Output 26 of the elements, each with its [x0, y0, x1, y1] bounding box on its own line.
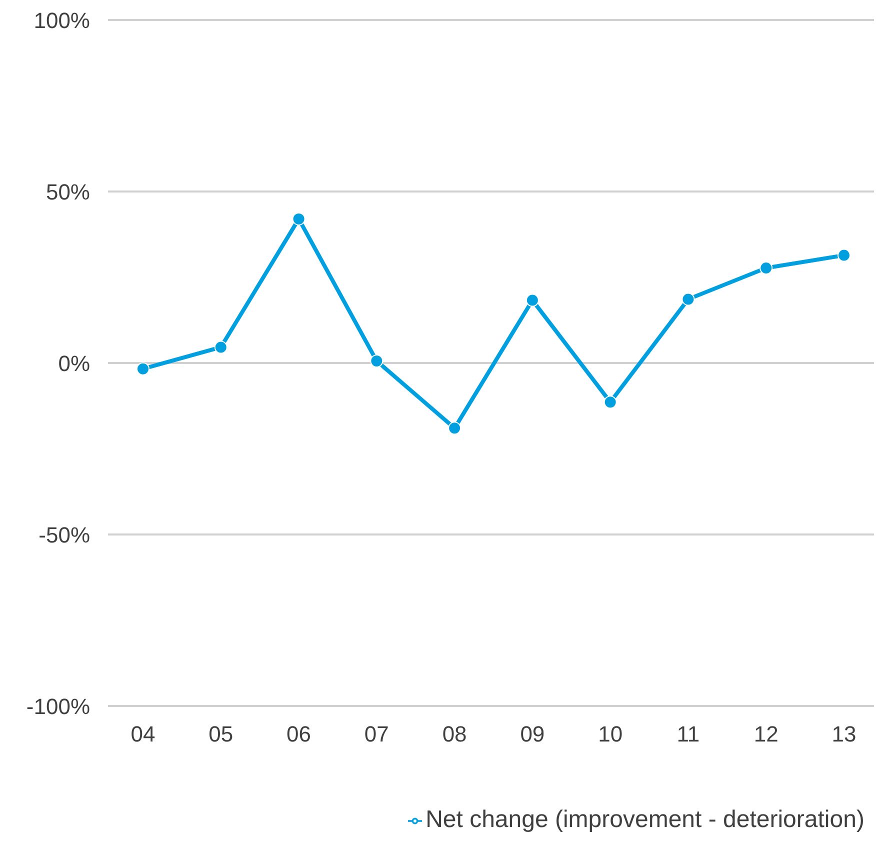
- point: [682, 292, 695, 306]
- legend-label: Net change (improvement - deterioration): [426, 806, 864, 833]
- y-tick-label: 0%: [58, 350, 90, 376]
- point: [526, 294, 539, 307]
- y-tick-label: 100%: [34, 8, 90, 33]
- x-tick-label: 10: [598, 722, 623, 747]
- x-tick-label: 07: [364, 722, 389, 747]
- point: [838, 248, 850, 262]
- point: [760, 261, 773, 274]
- point: [370, 354, 384, 368]
- point: [604, 396, 617, 409]
- x-tick-label: 13: [832, 722, 856, 747]
- x-tick-label: 06: [286, 722, 312, 747]
- point: [214, 340, 228, 354]
- point: [136, 362, 150, 376]
- x-tick-label: 08: [442, 722, 467, 747]
- point: [448, 422, 462, 435]
- y-tick-label: -50%: [38, 522, 90, 548]
- y-tick-label: 50%: [46, 179, 90, 204]
- x-tick-label: 05: [208, 722, 234, 747]
- x-tick-label: 12: [754, 722, 778, 747]
- y-tick-label: -100%: [26, 694, 90, 719]
- x-tick-label: 09: [520, 722, 545, 747]
- point: [292, 212, 306, 226]
- x-tick-label: 04: [130, 722, 156, 747]
- x-tick-label: 11: [676, 722, 700, 747]
